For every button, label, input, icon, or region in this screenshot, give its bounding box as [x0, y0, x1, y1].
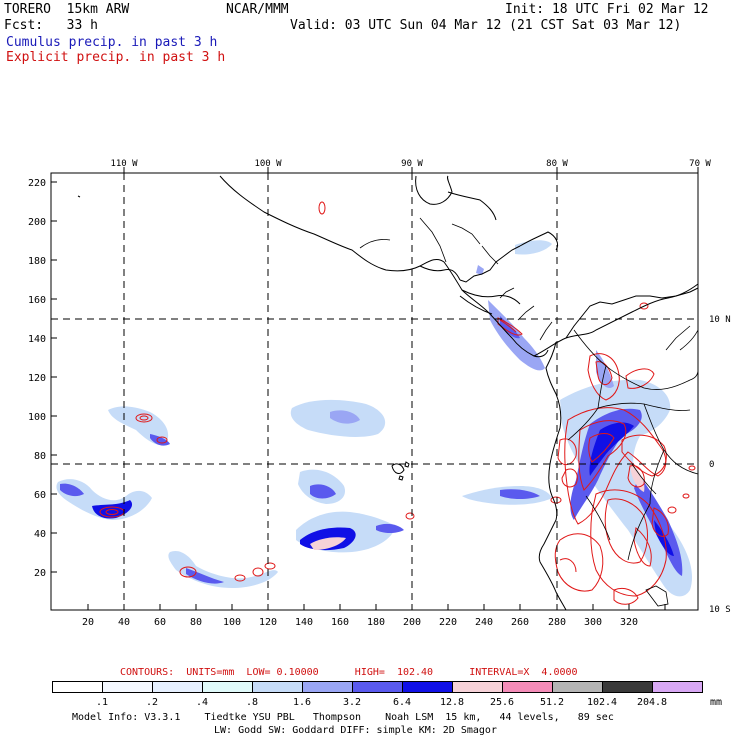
colorbar-swatch: [652, 681, 703, 693]
lat-label: 10 S: [709, 605, 731, 615]
colorbar-swatch: [252, 681, 303, 693]
y-tick-label: 180: [28, 256, 46, 267]
x-tick-label: 200: [403, 617, 421, 628]
x-tick-label: 320: [620, 617, 638, 628]
y-tick-label: 60: [34, 490, 46, 501]
field-explicit-precip: Explicit precip. in past 3 h: [6, 50, 226, 65]
x-tick-label: 300: [584, 617, 602, 628]
x-tick-label: 60: [154, 617, 166, 628]
lon-label: 80 W: [546, 159, 568, 169]
colorbar-label: .1: [95, 697, 109, 708]
model-info: Model Info: V3.3.1 Tiedtke YSU PBL Thomp…: [72, 712, 614, 723]
colorbar-swatch: [52, 681, 103, 693]
colorbar-swatch: [102, 681, 153, 693]
init-time: Init: 18 UTC Fri 02 Mar 12: [505, 2, 709, 17]
organization: NCAR/MMM: [226, 2, 289, 17]
x-tick-label: 280: [548, 617, 566, 628]
x-tick-label: 260: [511, 617, 529, 628]
colorbar-label: 6.4: [392, 697, 412, 708]
y-tick-label: 20: [34, 568, 46, 579]
colorbar-label: .8: [245, 697, 259, 708]
colorbar-label: 204.8: [636, 697, 668, 708]
valid-time: Valid: 03 UTC Sun 04 Mar 12 (21 CST Sat …: [290, 18, 682, 33]
colorbar-label: 1.6: [292, 697, 312, 708]
colorbar-label: .2: [145, 697, 159, 708]
lon-label: 70 W: [689, 159, 711, 169]
colorbar-swatch: [352, 681, 403, 693]
colorbar-label: 12.8: [439, 697, 465, 708]
y-tick-label: 100: [28, 412, 46, 423]
axis-ticks: [51, 167, 699, 610]
x-tick-label: 220: [439, 617, 457, 628]
colorbar-swatch: [302, 681, 353, 693]
map-frame: [50, 172, 699, 611]
colorbar-swatch: [452, 681, 503, 693]
x-tick-label: 140: [295, 617, 313, 628]
x-tick-label: 20: [82, 617, 94, 628]
colorbar-swatch: [552, 681, 603, 693]
x-tick-label: 240: [475, 617, 493, 628]
y-tick-label: 200: [28, 217, 46, 228]
x-tick-label: 100: [223, 617, 241, 628]
lat-label: 0: [709, 460, 714, 470]
colorbar-label: .4: [195, 697, 209, 708]
colorbar-swatch: [152, 681, 203, 693]
colorbar-units: mm: [710, 697, 723, 708]
y-tick-label: 80: [34, 451, 46, 462]
y-tick-label: 40: [34, 529, 46, 540]
political-borders: [359, 217, 699, 607]
x-tick-label: 160: [331, 617, 349, 628]
x-tick-label: 120: [259, 617, 277, 628]
y-tick-label: 160: [28, 295, 46, 306]
model-name: TORERO 15km ARW: [4, 2, 130, 17]
lat-label: 10 N: [709, 315, 731, 325]
colorbar-swatch: [402, 681, 453, 693]
contour-info: CONTOURS: UNITS=mm LOW= 0.10000 HIGH= 10…: [120, 667, 578, 678]
colorbar-label: 102.4: [586, 697, 618, 708]
y-tick-label: 220: [28, 178, 46, 189]
x-tick-label: 180: [367, 617, 385, 628]
colorbar-label: 3.2: [342, 697, 362, 708]
y-tick-label: 120: [28, 373, 46, 384]
forecast-hour: Fcst: 33 h: [4, 18, 98, 33]
x-tick-label: 80: [190, 617, 202, 628]
lon-label: 100 W: [254, 159, 282, 169]
field-cumulus-precip: Cumulus precip. in past 3 h: [6, 35, 218, 50]
x-tick-label: 40: [118, 617, 130, 628]
colorbar-label: 51.2: [539, 697, 565, 708]
colorbar-swatch: [502, 681, 553, 693]
colorbar-swatch: [202, 681, 253, 693]
lon-label: 110 W: [110, 159, 138, 169]
lat-lon-grid: [51, 173, 698, 610]
lon-label: 90 W: [401, 159, 423, 169]
model-physics: LW: Godd SW: Goddard DIFF: simple KM: 2D…: [214, 725, 497, 736]
y-tick-label: 140: [28, 334, 46, 345]
coastlines: [77, 175, 699, 611]
colorbar-swatch: [602, 681, 653, 693]
colorbar-label: 25.6: [489, 697, 515, 708]
